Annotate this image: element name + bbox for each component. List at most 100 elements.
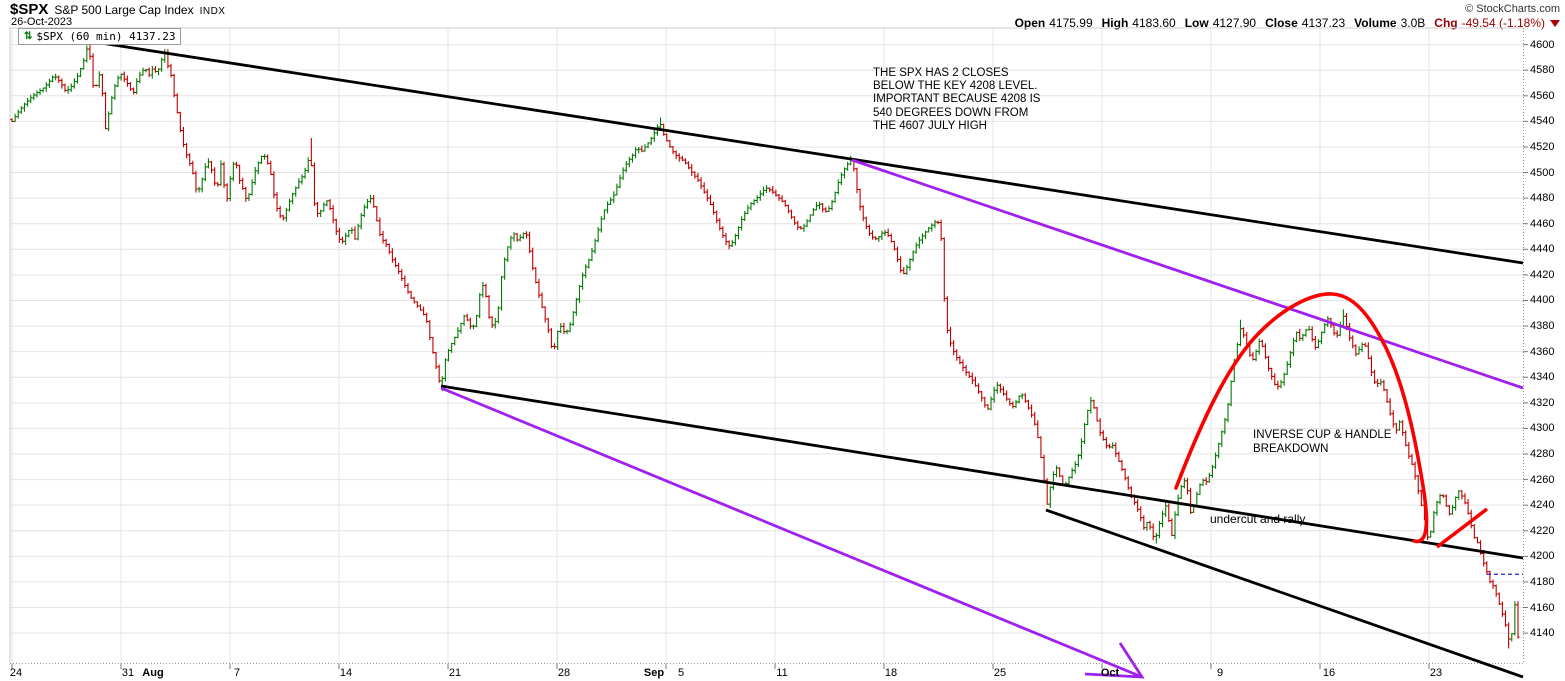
ohlc-price-bar (368, 194, 373, 204)
ohlc-price-bar (992, 386, 996, 403)
ohlc-price-bar (1026, 399, 1031, 410)
chg-value: -49.54 (-1.18%) (1461, 16, 1545, 30)
x-axis-label: 23 (1429, 667, 1443, 679)
y-axis-label: 4260 (1530, 473, 1555, 486)
ohlc-price-bar (733, 233, 737, 246)
ohlc-price-bar (1073, 461, 1077, 474)
ohlc-price-bar (406, 283, 410, 294)
ohlc-price-bar (79, 68, 83, 78)
ohlc-price-bar (1313, 336, 1317, 350)
ohlc-price-bar (1441, 494, 1445, 498)
ohlc-price-bar (1357, 346, 1361, 355)
ohlc-price-bar (814, 201, 819, 211)
ohlc-price-bar (839, 172, 843, 185)
ohlc-price-bar (911, 250, 915, 262)
ohlc-price-bar (393, 257, 398, 268)
open-label: Open (1014, 16, 1046, 30)
ohlc-price-bar (1410, 453, 1414, 466)
ohlc-price-bar (141, 67, 145, 76)
x-axis-label: 9 (1216, 667, 1224, 679)
ohlc-price-bar (1079, 438, 1084, 460)
y-axis-label: 4440 (1530, 243, 1555, 256)
x-axis-label: Oct (1100, 667, 1120, 679)
ohlc-price-bar (128, 82, 133, 91)
ohlc-price-bar (400, 269, 404, 281)
ohlc-price-bar (1114, 442, 1118, 458)
ohlc-price-bar (312, 162, 317, 206)
ohlc-price-bar (359, 213, 363, 230)
ohlc-price-bar (1207, 472, 1211, 483)
ohlc-price-bar (687, 161, 691, 170)
y-axis-label: 4380 (1530, 320, 1555, 333)
ohlc-price-bar (1033, 411, 1037, 426)
open-value: 4175.99 (1049, 16, 1093, 30)
ohlc-price-bar (41, 87, 45, 93)
x-axis-label: 18 (884, 667, 898, 679)
lower-support-line (440, 384, 1524, 560)
ohlc-price-bar (478, 293, 482, 319)
ohlc-price-bar (768, 187, 772, 193)
ohlc-price-bar (499, 275, 504, 311)
chart-legend: ⇅ $SPX (60 min) 4137.23 (18, 28, 182, 45)
ohlc-price-bar (1082, 423, 1087, 444)
ohlc-price-bar (1475, 537, 1480, 544)
annotation-line: 540 DEGREES DOWN FROM (873, 106, 1029, 119)
ohlc-price-bar (721, 226, 725, 238)
ohlc-price-bar (19, 106, 23, 114)
ohlc-price-bar (1011, 401, 1015, 409)
ohlc-price-bar (1017, 395, 1021, 404)
ohlc-price-bar (1185, 477, 1190, 495)
ohlc-price-bar (515, 233, 519, 242)
y-axis-label: 4520 (1530, 140, 1555, 153)
ohlc-price-bar (842, 167, 847, 179)
ohlc-price-bar (1198, 483, 1202, 495)
ohlc-price-bar (1341, 309, 1345, 327)
ohlc-price-bar (60, 78, 64, 89)
ohlc-price-bar (1454, 496, 1458, 511)
x-axis-label: 5 (677, 667, 685, 679)
ohlc-price-bar (817, 201, 822, 210)
chg-down-triangle-icon[interactable] (1550, 19, 1560, 27)
ohlc-price-bar (503, 257, 507, 280)
ohlc-price-bar (1254, 349, 1258, 362)
ohlc-price-bar (362, 204, 366, 217)
ohlc-price-bar (799, 226, 803, 230)
ohlc-price-bar (443, 358, 447, 382)
ohlc-price-bar (1076, 453, 1080, 467)
y-axis-label: 4180 (1530, 575, 1555, 588)
ohlc-price-bar (272, 171, 276, 199)
ohlc-price-bar (1485, 561, 1489, 575)
ohlc-price-bar (306, 157, 310, 173)
ohlc-price-bar (740, 216, 744, 231)
ohlc-price-bar (777, 194, 781, 201)
ohlc-price-bar (1238, 319, 1243, 347)
ohlc-price-bar (1167, 503, 1171, 522)
ohlc-price-bar (1005, 390, 1009, 401)
ohlc-price-bar (1039, 436, 1043, 459)
x-axis-label: 11 (776, 667, 788, 679)
ohlc-price-bar (216, 182, 220, 187)
y-axis-label: 4360 (1530, 345, 1555, 358)
ohlc-price-bar (1276, 380, 1280, 390)
ohlc-price-bar (1173, 511, 1177, 539)
ohlc-price-bar (1316, 339, 1321, 349)
ohlc-price-bar (980, 390, 984, 402)
ohlc-price-bar (38, 88, 42, 95)
ohlc-price-bar (453, 336, 457, 346)
ohlc-price-bar (72, 78, 76, 89)
ohlc-price-bar (200, 177, 204, 193)
ohlc-price-bar (1023, 393, 1027, 403)
x-axis-label: 24 (9, 667, 23, 679)
ohlc-price-bar (1388, 398, 1392, 416)
ohlc-price-bar (668, 140, 672, 148)
ohlc-price-bar (91, 53, 95, 88)
ohlc-price-bar (378, 217, 382, 237)
x-axis-label: Sep (643, 667, 665, 679)
ohlc-price-bar (1419, 489, 1423, 507)
ohlc-price-bar (1104, 436, 1109, 449)
ohlc-price-bar (761, 186, 766, 196)
ohlc-price-bar (730, 239, 734, 248)
low-label: Low (1184, 16, 1209, 30)
ohlc-price-bar (1054, 465, 1059, 478)
ohlc-price-bar (1210, 465, 1215, 478)
